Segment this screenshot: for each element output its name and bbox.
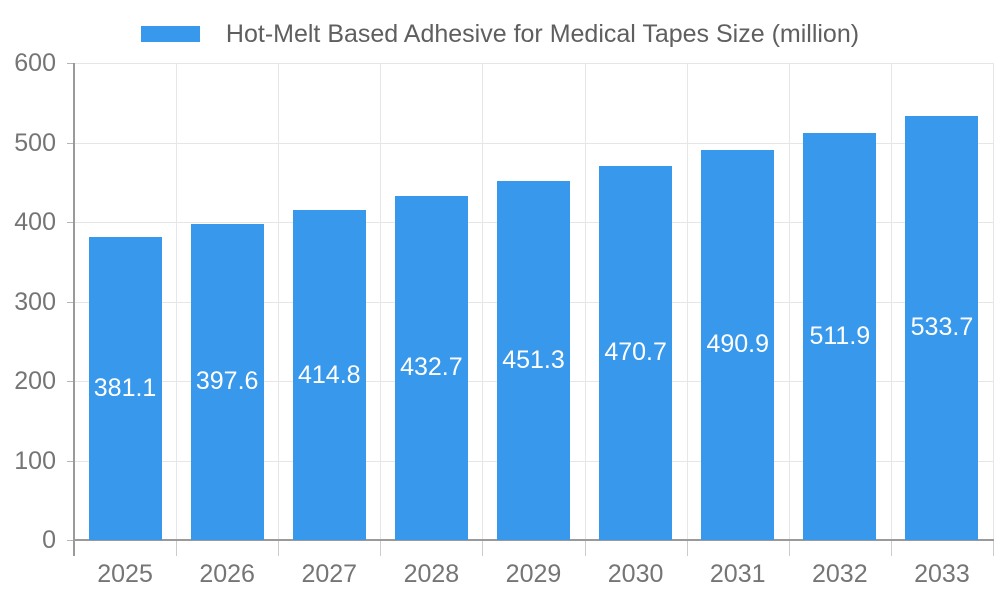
bar-2029[interactable]: 451.3 [497, 181, 570, 540]
legend-swatch[interactable] [140, 26, 200, 42]
x-axis-tick-label: 2032 [812, 560, 868, 588]
v-gridline [176, 63, 177, 540]
y-axis-tick [67, 143, 74, 144]
y-axis-tick [67, 540, 74, 541]
y-axis-tick [67, 222, 74, 223]
bar-value-label: 511.9 [809, 322, 871, 350]
bar-2031[interactable]: 490.9 [701, 149, 775, 540]
h-gridline [74, 63, 993, 64]
bar-2027[interactable]: 414.8 [292, 210, 366, 540]
x-axis-tick [585, 540, 586, 556]
bar-2030[interactable]: 470.7 [599, 165, 673, 540]
y-axis-tick [67, 461, 74, 462]
bar-2033[interactable]: 533.7 [905, 115, 979, 540]
legend-label[interactable]: Hot-Melt Based Adhesive for Medical Tape… [225, 19, 860, 48]
x-axis-tick-label: 2029 [505, 560, 562, 588]
h-gridline [74, 143, 993, 144]
v-gridline [278, 63, 279, 540]
bar-2025[interactable]: 381.1 [88, 237, 162, 540]
y-axis-tick-label: 600 [14, 49, 56, 77]
x-axis-tick [278, 540, 279, 556]
y-axis-tick-label: 200 [14, 367, 56, 395]
v-gridline [789, 63, 790, 540]
x-axis-tick [891, 540, 892, 556]
v-gridline [891, 63, 892, 540]
bar-value-label: 397.6 [195, 367, 259, 396]
legend[interactable]: Hot-Melt Based Adhesive for Medical Tape… [0, 17, 1000, 51]
y-axis-tick-label: 500 [14, 129, 56, 157]
y-axis-tick [67, 381, 74, 382]
v-gridline [380, 63, 381, 540]
x-axis-tick-label: 2030 [607, 560, 664, 588]
v-gridline [687, 63, 688, 540]
bar-2032[interactable]: 511.9 [803, 133, 877, 540]
y-axis-tick-label: 400 [14, 208, 56, 236]
x-axis-line [73, 539, 994, 541]
x-axis-tick [380, 540, 381, 556]
x-axis-tick [687, 540, 688, 556]
x-axis-tick [176, 540, 177, 556]
x-axis-tick-label: 2028 [403, 560, 460, 588]
x-axis-tick [482, 540, 483, 556]
x-axis-tick-label: 2025 [97, 560, 153, 588]
v-gridline [585, 63, 586, 540]
x-axis-tick-label: 2031 [709, 560, 766, 588]
x-axis-tick [789, 540, 790, 556]
x-axis-tick-label: 2027 [301, 560, 358, 588]
v-gridline [993, 63, 994, 540]
x-axis-tick [993, 540, 994, 556]
y-axis-tick [67, 63, 74, 64]
y-axis-line [73, 63, 75, 556]
bar-value-label: 451.3 [502, 346, 565, 375]
bar-value-label: 533.7 [910, 313, 974, 342]
bar-value-label: 381.1 [93, 374, 157, 402]
y-axis-tick-label: 100 [14, 447, 56, 475]
x-axis-tick-label: 2033 [914, 560, 970, 588]
bar-2028[interactable]: 432.7 [394, 196, 468, 540]
bar-value-label: 490.9 [706, 330, 769, 359]
x-axis-tick-label: 2026 [199, 560, 255, 588]
bar-value-label: 432.7 [400, 353, 463, 382]
bar-value-label: 414.8 [297, 360, 361, 389]
y-axis-tick-label: 0 [42, 526, 56, 554]
y-axis-tick [67, 302, 74, 303]
bar-2026[interactable]: 397.6 [190, 223, 264, 540]
y-axis-tick-label: 300 [14, 288, 56, 316]
bar-value-label: 470.7 [604, 338, 667, 367]
v-gridline [482, 63, 483, 540]
